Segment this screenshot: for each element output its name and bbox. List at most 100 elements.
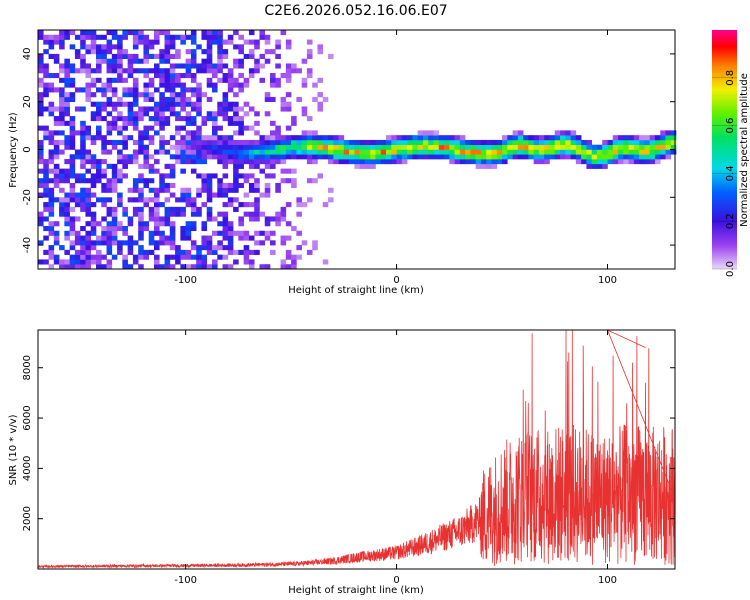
spectrogram-cell <box>470 144 476 150</box>
spectrogram-cell <box>306 139 313 146</box>
spectrogram-cell <box>43 63 49 69</box>
spectrogram-cell <box>169 225 176 232</box>
spectrogram-cell <box>169 101 176 107</box>
spectrogram-cell <box>586 139 592 146</box>
spectrogram-cell <box>602 144 608 150</box>
spectrogram-cell <box>69 139 76 146</box>
spectrogram-cell <box>190 77 197 83</box>
spectrogram-cell <box>69 82 76 88</box>
spectrogram-cell <box>538 154 545 160</box>
spectrogram-cell <box>43 159 49 165</box>
spectrogram-cell <box>148 235 155 241</box>
spectrogram-x-tick-label: -100 <box>174 275 197 286</box>
spectrogram-cell <box>248 235 255 241</box>
spectrogram-cell <box>69 130 76 136</box>
spectrogram-cell <box>222 111 229 117</box>
spectrogram-cell <box>206 173 213 179</box>
spectrogram-cell <box>127 63 134 69</box>
spectrogram-cell <box>143 58 150 64</box>
spectrogram-cell <box>354 163 360 169</box>
spectrogram-cell <box>53 259 60 265</box>
spectrogram-cell <box>185 249 192 255</box>
spectrogram-cell <box>90 192 97 198</box>
spectrogram-cell <box>175 259 181 265</box>
spectrogram-cell <box>90 34 97 40</box>
spectrogram-cell <box>401 149 408 155</box>
spectrogram-cell <box>154 130 160 136</box>
spectrogram-cell <box>449 139 455 146</box>
spectrogram-cell <box>523 149 529 155</box>
spectrogram-cell <box>64 264 70 270</box>
spectrogram-cell <box>196 135 202 141</box>
spectrogram-cell <box>380 139 387 146</box>
spectrogram-cell <box>243 53 250 59</box>
spectrogram-cell <box>96 254 102 260</box>
spectrogram-cell <box>570 154 577 160</box>
spectrogram-cell <box>43 135 49 141</box>
spectrogram-cell <box>180 139 186 146</box>
spectrogram-cell <box>639 139 645 146</box>
spectrogram-cell <box>222 53 229 59</box>
spectrogram-cell <box>538 135 545 141</box>
snr-y-tick-label: 8000 <box>22 355 33 380</box>
spectrogram-cell <box>201 116 208 122</box>
spectrogram-cell <box>206 77 213 83</box>
spectrogram-cell <box>138 264 144 270</box>
spectrogram-cell <box>175 34 181 40</box>
spectrogram-cell <box>43 82 49 88</box>
spectrogram-cell <box>85 178 92 184</box>
spectrogram-cell <box>206 245 213 251</box>
spectrogram-cell <box>159 96 165 102</box>
spectrogram-cell <box>212 120 218 126</box>
spectrogram-cell <box>159 144 165 150</box>
spectrogram-cell <box>180 34 186 40</box>
spectrogram-cell <box>254 154 260 160</box>
spectrogram-cell <box>127 197 134 203</box>
spectrogram-cell <box>132 254 139 260</box>
spectrogram-cell <box>391 154 397 160</box>
spectrogram-cell <box>238 144 244 150</box>
spectrogram-cell <box>486 154 492 160</box>
spectrogram-cell <box>248 202 255 208</box>
spectrogram-cell <box>154 259 160 265</box>
spectrogram-cell <box>549 154 556 160</box>
spectrogram-cell <box>222 144 229 150</box>
spectrogram-cell <box>169 34 176 40</box>
spectrogram-cell <box>69 163 76 169</box>
spectrogram-cell <box>96 240 102 246</box>
spectrogram-cell <box>370 159 376 165</box>
spectrogram-cell <box>85 44 92 50</box>
spectrogram-cell <box>322 139 329 146</box>
spectrogram-cell <box>38 168 44 174</box>
spectrogram-cell <box>201 159 208 165</box>
spectrogram-cell <box>101 116 107 122</box>
spectrogram-cell <box>90 221 97 227</box>
spectrogram-cell <box>111 116 118 122</box>
spectrogram-cell <box>185 144 192 150</box>
spectrogram-cell <box>248 187 255 193</box>
spectrogram-cell <box>38 82 44 88</box>
spectrogram-cell <box>122 225 128 232</box>
spectrogram-cell <box>80 58 86 64</box>
spectrogram-cell <box>523 144 529 150</box>
spectrogram-cell <box>296 230 302 236</box>
spectrogram-cell <box>111 187 118 193</box>
spectrogram-cell <box>117 39 123 45</box>
spectrogram-cell <box>475 154 482 160</box>
spectrogram-y-tick-label: 20 <box>22 95 33 108</box>
spectrogram-cell <box>512 139 519 146</box>
spectrogram-cell <box>454 154 461 160</box>
spectrogram-cell <box>132 259 139 265</box>
spectrogram-cell <box>354 139 360 146</box>
spectrogram-cell <box>238 182 244 189</box>
spectrogram-cell <box>59 101 65 107</box>
spectrogram-cell <box>280 106 287 112</box>
spectrogram-cell <box>259 168 266 174</box>
spectrogram-cell <box>85 87 92 93</box>
spectrogram-cell <box>132 178 139 184</box>
spectrogram-cell <box>48 249 55 255</box>
spectrogram-cell <box>206 34 213 40</box>
spectrogram-cell <box>206 192 213 198</box>
spectrogram-cell <box>111 182 118 189</box>
spectrogram-cell <box>201 58 208 64</box>
